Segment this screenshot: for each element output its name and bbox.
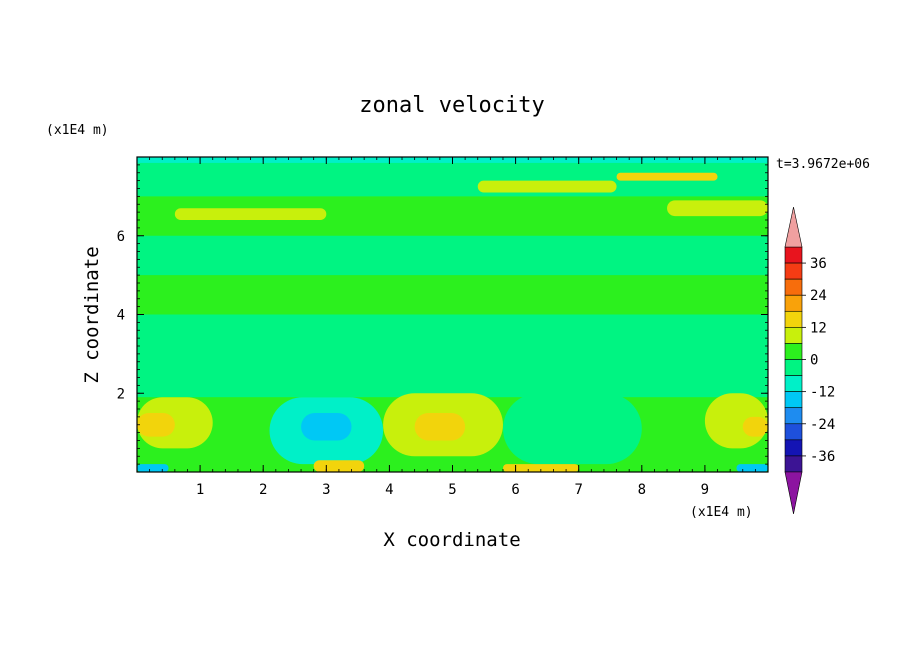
field-region xyxy=(137,235,768,276)
time-label: t=3.9672e+06 xyxy=(776,157,870,172)
x-tick-label: 1 xyxy=(196,482,204,498)
x-tick-label: 9 xyxy=(701,482,709,498)
colorbar-swatch xyxy=(784,246,803,264)
colorbar-over-arrow xyxy=(784,206,803,248)
x-tick-label: 2 xyxy=(259,482,267,498)
colorbar-swatch xyxy=(784,423,803,441)
x-axis-label: X coordinate xyxy=(383,529,520,551)
colorbar-label: -12 xyxy=(810,385,835,401)
field-region xyxy=(477,180,617,193)
chart-title: zonal velocity xyxy=(359,93,544,118)
y-axis-label: Z coordinate xyxy=(81,246,103,383)
x-tick-label: 4 xyxy=(385,482,393,498)
x-tick-label: 6 xyxy=(511,482,519,498)
colorbar-swatch xyxy=(784,439,803,457)
colorbar-label: -24 xyxy=(810,417,835,433)
y-tick-label: 4 xyxy=(117,308,125,324)
colorbar-swatch xyxy=(784,327,803,344)
colorbar-swatch xyxy=(784,294,803,312)
x-axis-ticks: 1 2 3 4 5 6 7 8 9 xyxy=(149,157,769,498)
colorbar-swatch xyxy=(784,455,803,473)
field-region xyxy=(301,412,352,441)
colorbar-label: 12 xyxy=(810,320,827,336)
y-axis-ticks: 2 4 6 xyxy=(117,164,768,465)
field-region xyxy=(502,393,642,465)
colorbar-swatch xyxy=(784,310,803,328)
x-tick-label: 8 xyxy=(638,482,646,498)
colorbar-swatch xyxy=(784,359,803,376)
field-region xyxy=(502,464,579,472)
field-region xyxy=(414,412,466,441)
colorbar-swatch xyxy=(784,278,803,296)
x-tick-label: 7 xyxy=(574,482,582,498)
colorbar-swatch xyxy=(784,407,803,425)
colorbar-label: -36 xyxy=(810,449,835,465)
colorbar-label: 24 xyxy=(810,288,827,304)
colorbar-swatch xyxy=(784,375,803,392)
field-region xyxy=(137,464,169,472)
y-unit-label: (x1E4 m) xyxy=(46,123,109,138)
y-tick-label: 2 xyxy=(117,386,125,402)
field-region xyxy=(736,464,768,472)
field-region xyxy=(667,200,768,217)
x-tick-label: 5 xyxy=(448,482,456,498)
field-region xyxy=(616,172,718,181)
colorbar-label: 0 xyxy=(810,353,818,369)
x-tick-label: 3 xyxy=(322,482,330,498)
x-unit-label: (x1E4 m) xyxy=(690,505,753,520)
colorbar-under-arrow xyxy=(784,471,803,515)
colorbar-swatch xyxy=(784,391,803,409)
field-region xyxy=(137,412,175,437)
colorbar-swatch xyxy=(784,343,803,360)
field-region xyxy=(174,208,327,220)
velocity-field xyxy=(137,157,768,472)
colorbar: 36 24 12 0 -12 -24 -36 xyxy=(784,206,835,515)
field-region xyxy=(137,314,768,398)
y-tick-label: 6 xyxy=(117,229,125,245)
field-region xyxy=(742,416,768,437)
colorbar-swatch xyxy=(784,262,803,280)
colorbar-label: 36 xyxy=(810,256,827,272)
